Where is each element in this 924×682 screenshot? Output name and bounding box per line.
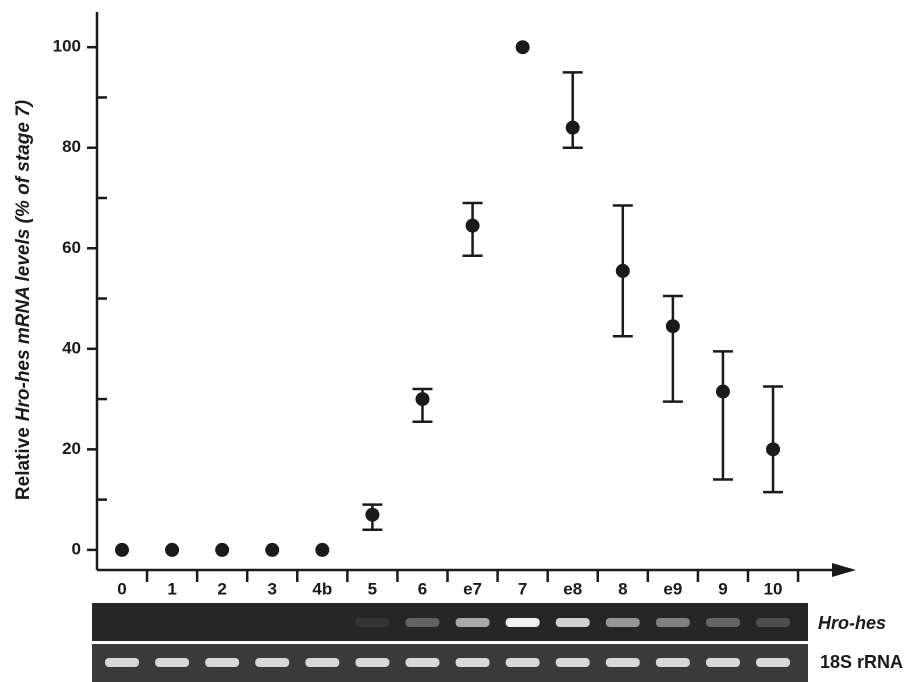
- gel-band: [706, 618, 740, 627]
- y-tick-label: 80: [62, 137, 81, 156]
- data-point: [165, 543, 179, 557]
- data-point: [766, 442, 780, 456]
- data-point: [265, 543, 279, 557]
- gel-band: [506, 658, 540, 667]
- gel-band: [405, 658, 439, 667]
- gel-band: [305, 658, 339, 667]
- x-axis-arrow: [832, 563, 856, 577]
- x-tick-label: 1: [167, 579, 176, 598]
- gel-band: [506, 618, 540, 627]
- gel-band: [405, 618, 439, 627]
- gel-band: [355, 658, 389, 667]
- y-tick-label: 40: [62, 338, 81, 357]
- y-axis-title: Relative Hro-hes mRNA levels (% of stage …: [13, 100, 34, 500]
- data-point: [666, 319, 680, 333]
- gel-band: [205, 658, 239, 667]
- y-tick-label: 20: [62, 439, 81, 458]
- x-tick-label: 0: [117, 579, 126, 598]
- data-point: [215, 543, 229, 557]
- y-tick-label: 60: [62, 238, 81, 257]
- x-tick-label: 8: [618, 579, 627, 598]
- gel-band: [355, 618, 389, 627]
- gel-band: [706, 658, 740, 667]
- data-point: [115, 543, 129, 557]
- data-point: [315, 543, 329, 557]
- gel-row: [92, 603, 808, 641]
- gel-band: [606, 618, 640, 627]
- x-tick-label: e9: [663, 579, 682, 598]
- error-bar: [563, 72, 583, 147]
- data-point: [616, 264, 630, 278]
- gel-band: [756, 618, 790, 627]
- error-bar: [763, 387, 783, 493]
- data-point: [716, 385, 730, 399]
- gel-band: [556, 618, 590, 627]
- y-axis-title-part: Relative: [13, 427, 34, 500]
- y-axis-title-part: Hro-hes mRNA levels (% of stage 7): [13, 100, 34, 421]
- x-tick-label: 6: [418, 579, 427, 598]
- data-point: [365, 508, 379, 522]
- x-tick-label: e8: [563, 579, 582, 598]
- gel-band: [255, 658, 289, 667]
- data-point: [516, 40, 530, 54]
- data-point: [466, 219, 480, 233]
- y-tick-label: 0: [72, 539, 81, 558]
- x-tick-label: 5: [368, 579, 377, 598]
- data-point: [415, 392, 429, 406]
- gel-row: [92, 644, 808, 682]
- gel-band: [456, 658, 490, 667]
- x-tick-label: 10: [764, 579, 783, 598]
- gel-label: Hro-hes: [818, 613, 886, 633]
- gel-band: [105, 658, 139, 667]
- chart: Relative Hro-hes mRNA levels (% of stage …: [0, 0, 924, 682]
- gel-band: [756, 658, 790, 667]
- data-point: [566, 121, 580, 135]
- gel-band: [456, 618, 490, 627]
- x-tick-label: 4b: [312, 579, 332, 598]
- gel-label: 18S rRNA: [820, 652, 903, 672]
- x-tick-label: 3: [268, 579, 277, 598]
- x-tick-label: e7: [463, 579, 482, 598]
- y-tick-label: 100: [53, 37, 81, 56]
- gel-band: [155, 658, 189, 667]
- gel-band: [556, 658, 590, 667]
- error-bar: [663, 296, 683, 402]
- gel-band: [656, 618, 690, 627]
- x-tick-label: 9: [718, 579, 727, 598]
- gel-band: [656, 658, 690, 667]
- x-tick-label: 2: [217, 579, 226, 598]
- gel-band: [606, 658, 640, 667]
- error-bar: [713, 351, 733, 479]
- x-tick-label: 7: [518, 579, 527, 598]
